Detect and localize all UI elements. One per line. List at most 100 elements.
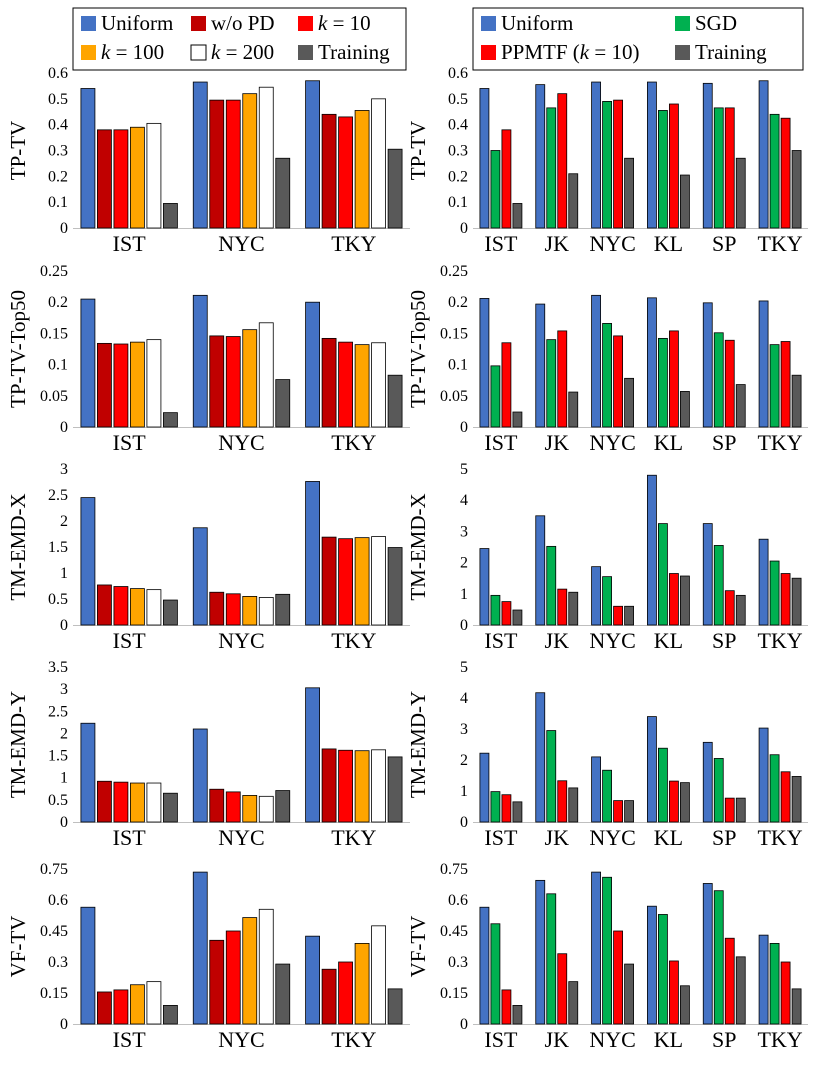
bar-tky-uniform [305, 935, 320, 1025]
bar-ist-training [163, 599, 178, 626]
bar-nyc-k-200 [258, 908, 274, 1025]
x-tick-label-jk: JK [545, 628, 570, 653]
bar-ist-training [512, 801, 523, 823]
bar-sp-uniform [702, 302, 713, 428]
y-tick-label: 0.75 [40, 861, 68, 878]
bar-nyc-k-100 [242, 93, 258, 229]
bar-sp-training [735, 594, 746, 626]
bar-tky-w-o-pd [321, 968, 337, 1025]
chart-right-vf-tv: 0 0.15 0.3 0.45 0.6 0.75 VF-TV IST JK NYC KL SP TKY [406, 861, 808, 1052]
y-tick-label: 1 [460, 586, 468, 603]
bar-jk-training [568, 981, 579, 1025]
bar-sp-training [735, 384, 746, 428]
bar-ist-sgd [490, 150, 501, 229]
bar-jk-uniform [535, 692, 546, 823]
bar-jk-training [568, 173, 579, 229]
x-tick-label-kl: KL [654, 1027, 683, 1052]
legend-label-sgd: SGD [695, 11, 737, 35]
bar-nyc-ppmtf-k-10 [613, 99, 623, 229]
bar-ist-training [512, 1005, 523, 1025]
bar-kl-uniform [647, 81, 657, 229]
bar-kl-sgd [658, 523, 668, 626]
bar-sp-ppmtf-k-10 [724, 107, 735, 229]
bar-tky-k-100 [354, 344, 370, 428]
bar-kl-training [680, 391, 690, 428]
legend-swatch-training [298, 45, 313, 60]
y-tick-label: 0.6 [448, 65, 468, 82]
legend-right: Uniform SGD PPMTF (k = 10) Training [472, 7, 804, 71]
bar-nyc-training [275, 379, 291, 428]
bar-jk-ppmtf-k-10 [557, 953, 568, 1025]
bar-ist-k-10 [113, 781, 129, 823]
bar-kl-sgd [658, 914, 668, 1025]
bar-tky-k-10 [338, 961, 353, 1025]
bar-tky-w-o-pd [321, 337, 337, 428]
bar-tky-k-200 [371, 342, 386, 428]
bar-sp-uniform [702, 82, 713, 229]
x-tick-label-nyc: NYC [589, 430, 635, 455]
legend-swatch-training [675, 45, 690, 60]
bar-tky-uniform [305, 687, 320, 823]
bar-kl-ppmtf-k-10 [669, 960, 679, 1025]
bar-ist-k-200 [146, 122, 162, 229]
x-tick-label-tky: TKY [757, 628, 802, 653]
bar-ist-k-10 [113, 343, 129, 428]
bar-ist-ppmtf-k-10 [501, 342, 512, 428]
bar-jk-sgd [546, 107, 557, 229]
y-tick-label: 0.6 [48, 65, 68, 82]
legend-swatch-uniform [81, 16, 96, 31]
bar-tky-ppmtf-k-10 [780, 117, 791, 229]
bar-tky-w-o-pd [321, 536, 337, 626]
y-tick-label: 0.15 [440, 325, 468, 342]
bar-nyc-k-10 [225, 791, 241, 823]
bar-tky-k-10 [338, 116, 353, 229]
bar-sp-ppmtf-k-10 [724, 339, 735, 428]
bar-ist-w-o-pd [97, 342, 112, 428]
bar-nyc-k-10 [225, 593, 241, 626]
x-tick-label-tky: TKY [331, 430, 376, 455]
bar-kl-ppmtf-k-10 [669, 103, 679, 229]
bar-nyc-k-200 [258, 86, 274, 229]
y-tick-label: 3.5 [48, 659, 68, 676]
y-tick-label: 0.3 [448, 954, 468, 971]
bar-ist-training [512, 411, 523, 428]
y-axis-label: TP-TV-Top50 [406, 290, 430, 408]
bar-tky-k-200 [371, 925, 386, 1025]
bar-sp-sgd [713, 890, 724, 1025]
bar-tky-uniform [758, 727, 769, 823]
bar-ist-k-200 [146, 589, 162, 626]
bar-tky-sgd [769, 943, 780, 1025]
y-tick-label: 0.4 [48, 117, 68, 134]
x-tick-label-tky: TKY [331, 231, 376, 256]
bar-sp-uniform [702, 523, 713, 626]
y-axis-label: TP-TV [6, 121, 30, 181]
y-tick-label: 1 [460, 783, 468, 800]
bar-ist-uniform [80, 298, 96, 428]
bar-ist-uniform [479, 298, 490, 428]
bar-tky-k-200 [371, 98, 386, 229]
legend-label-k-100: k = 100 [101, 40, 164, 64]
bar-tky-sgd [769, 754, 780, 823]
bar-tky-ppmtf-k-10 [780, 341, 791, 428]
x-tick-label-kl: KL [654, 430, 683, 455]
bar-kl-uniform [647, 474, 657, 626]
bar-nyc-training [275, 790, 291, 823]
bar-tky-uniform [305, 80, 320, 229]
bar-ist-ppmtf-k-10 [501, 129, 512, 229]
y-axis-label: TM-EMD-X [406, 493, 430, 600]
x-tick-label-kl: KL [654, 231, 683, 256]
y-tick-label: 0.45 [440, 923, 468, 940]
legend-label-ppmtf-k-10: PPMTF (k = 10) [501, 40, 639, 64]
bar-ist-k-100 [130, 588, 145, 626]
bar-sp-sgd [713, 545, 724, 626]
y-tick-label: 0.25 [440, 263, 468, 280]
x-tick-label-tky: TKY [331, 825, 376, 850]
bar-tky-uniform [758, 300, 769, 428]
bar-ist-k-100 [130, 782, 145, 823]
bar-tky-k-10 [338, 538, 353, 626]
bar-kl-ppmtf-k-10 [669, 780, 679, 823]
bar-kl-training [680, 782, 690, 823]
bar-tky-uniform [758, 538, 769, 626]
y-tick-label: 2 [460, 752, 468, 769]
x-tick-label-sp: SP [712, 1027, 736, 1052]
